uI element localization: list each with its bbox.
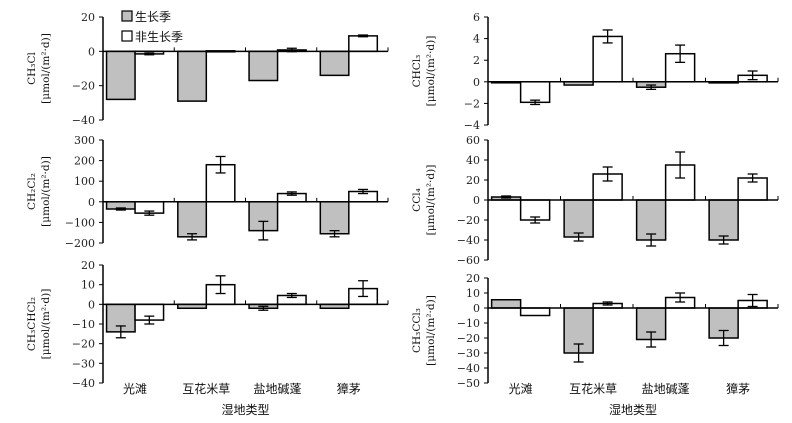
y-tick-label: −50 bbox=[457, 377, 480, 390]
bar-non-growing bbox=[519, 307, 551, 317]
y-axis-compound: CH₃Cl bbox=[26, 51, 38, 84]
y-tick-label: −40 bbox=[72, 114, 95, 127]
y-tick-label: 20 bbox=[81, 259, 95, 272]
y-tick-label: 200 bbox=[74, 155, 95, 168]
y-tick-label: −40 bbox=[457, 234, 480, 247]
y-axis-compound: CHCl₃ bbox=[411, 55, 423, 88]
y-tick-label: 0 bbox=[88, 298, 95, 311]
y-tick-label: 100 bbox=[74, 175, 95, 188]
y-axis-unit: [μmol/(m²·d)] bbox=[425, 295, 437, 366]
bar-growing bbox=[105, 50, 136, 101]
y-tick-label: −200 bbox=[65, 237, 95, 250]
y-tick-label: 10 bbox=[81, 279, 95, 292]
y-tick-label: −30 bbox=[72, 357, 95, 370]
y-axis-compound: CH₃CCl₃ bbox=[411, 308, 423, 353]
y-tick-label: 300 bbox=[74, 134, 95, 147]
bar-growing bbox=[490, 299, 522, 309]
x-category-label: 獐茅 bbox=[726, 381, 750, 396]
y-tick-label: −40 bbox=[72, 377, 95, 390]
y-tick-label: −20 bbox=[457, 332, 480, 345]
bar-growing bbox=[177, 50, 208, 102]
legend-label: 生长季 bbox=[135, 10, 171, 24]
bar-growing bbox=[319, 50, 350, 77]
bar-growing bbox=[248, 50, 279, 82]
y-axis-unit: [μmol/(m²·d)] bbox=[40, 289, 52, 360]
x-category-label: 互花米草 bbox=[569, 381, 617, 396]
bar-growing bbox=[563, 199, 594, 238]
legend-swatch bbox=[121, 30, 133, 42]
x-category-label: 光滩 bbox=[123, 382, 147, 396]
y-tick-label: 0 bbox=[473, 76, 480, 89]
y-tick-label: −20 bbox=[72, 338, 95, 351]
legend-swatch bbox=[121, 10, 133, 22]
x-category-label: 獐茅 bbox=[337, 381, 361, 396]
x-axis-label: 湿地类型 bbox=[609, 402, 657, 417]
x-category-label: 互花米草 bbox=[182, 381, 230, 396]
bar-non-growing bbox=[348, 35, 379, 53]
y-tick-label: 20 bbox=[466, 272, 480, 285]
y-tick-label: −10 bbox=[72, 318, 95, 331]
y-tick-label: 0 bbox=[473, 302, 480, 315]
x-category-label: 盐地碱蓬 bbox=[642, 382, 690, 396]
y-tick-label: −20 bbox=[72, 80, 95, 93]
y-tick-label: −10 bbox=[457, 317, 480, 330]
bar-growing bbox=[319, 201, 350, 235]
legend-label: 非生长季 bbox=[135, 30, 183, 44]
y-tick-label: −60 bbox=[457, 254, 480, 267]
bar-non-growing bbox=[519, 81, 551, 104]
y-tick-label: 20 bbox=[466, 174, 480, 187]
y-axis-compound: CCl₄ bbox=[411, 188, 423, 212]
y-tick-label: 6 bbox=[473, 11, 480, 24]
y-axis-unit: [μmol/(m²·d)] bbox=[40, 33, 52, 104]
y-tick-label: −20 bbox=[457, 214, 480, 227]
y-tick-label: −4 bbox=[464, 119, 480, 132]
x-category-label: 光滩 bbox=[509, 382, 533, 396]
y-axis-unit: [μmol/(m²·d)] bbox=[425, 36, 437, 107]
y-tick-label: 2 bbox=[473, 54, 480, 67]
y-tick-label: −30 bbox=[457, 347, 480, 360]
y-tick-label: −100 bbox=[65, 216, 95, 229]
y-axis-compound: CH₃CHCl₂ bbox=[26, 297, 38, 351]
y-tick-label: 60 bbox=[466, 134, 480, 147]
bar-growing bbox=[708, 199, 739, 241]
bar-non-growing bbox=[592, 35, 623, 83]
y-tick-label: 20 bbox=[81, 11, 95, 24]
y-tick-label: −40 bbox=[457, 362, 480, 375]
y-tick-label: 0 bbox=[473, 194, 480, 207]
y-tick-label: 10 bbox=[466, 287, 480, 300]
y-tick-label: −2 bbox=[464, 97, 480, 110]
y-tick-label: 4 bbox=[473, 33, 480, 46]
y-tick-label: 0 bbox=[88, 45, 95, 58]
y-axis-unit: [μmol/(m²·d)] bbox=[40, 156, 52, 227]
y-axis-unit: [μmol/(m²·d)] bbox=[425, 165, 437, 236]
x-axis-label: 湿地类型 bbox=[221, 402, 269, 417]
y-axis-compound: CH₂Cl₂ bbox=[26, 173, 38, 210]
y-tick-label: 40 bbox=[466, 154, 480, 167]
bar-growing bbox=[177, 201, 208, 238]
x-category-label: 盐地碱蓬 bbox=[254, 382, 302, 396]
y-tick-label: 0 bbox=[88, 196, 95, 209]
